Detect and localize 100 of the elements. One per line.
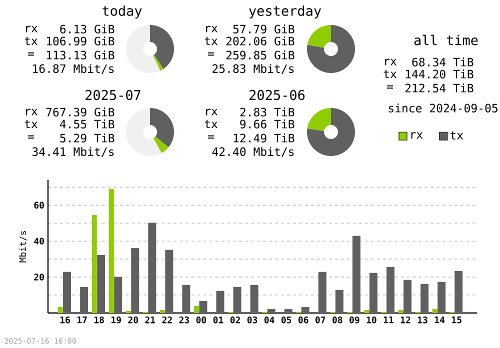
bar	[267, 309, 276, 313]
text: 16.87 Mbit/s	[33, 64, 114, 74]
chart-title: today	[102, 5, 142, 19]
x-tick-label: 15	[452, 316, 462, 324]
text: 202.06 GiB	[226, 36, 294, 46]
x-tick-label: 09	[350, 316, 360, 324]
bar	[148, 222, 156, 313]
text: tx	[204, 120, 218, 128]
text: =	[208, 135, 214, 139]
text: =	[208, 52, 214, 56]
text: 113.13 GiB	[46, 50, 114, 60]
bar	[369, 272, 378, 313]
text: 25.83 Mbit/s	[212, 64, 294, 74]
bar	[160, 310, 165, 313]
text: rx	[385, 58, 397, 66]
text: rx	[206, 26, 218, 32]
bar	[165, 250, 174, 313]
bar	[199, 300, 208, 313]
text: 68.34 TiB	[412, 58, 474, 66]
bar	[352, 236, 360, 313]
x-tick-label: 20	[128, 316, 138, 324]
y-tick-label: 60	[34, 202, 44, 209]
text: 4.55 TiB	[60, 120, 114, 128]
text: 9.66 TiB	[240, 120, 294, 128]
bar	[398, 310, 404, 313]
text: tx	[204, 36, 218, 46]
x-tick-label: 04	[264, 316, 274, 324]
y-tick-label: 20	[34, 274, 44, 280]
bar	[250, 284, 258, 313]
x-tick-label: 07	[316, 316, 326, 324]
chart-title: yesterday	[249, 5, 322, 19]
y-tick-label: 40	[34, 238, 44, 245]
text: all time	[414, 34, 478, 46]
bar	[216, 290, 224, 313]
bar	[318, 272, 326, 313]
bar	[420, 284, 429, 313]
bar	[438, 282, 446, 313]
x-tick-label: 05	[281, 316, 292, 324]
x-tick-label: 23	[179, 316, 190, 324]
x-tick-label: 06	[298, 316, 308, 324]
bar	[194, 306, 200, 313]
legend-label: tx	[450, 131, 464, 140]
text: 12.49 TiB	[234, 134, 294, 142]
text: 34.41 Mbit/s	[32, 147, 114, 157]
bar	[114, 276, 122, 313]
x-tick-label: 17	[77, 316, 87, 324]
legend-label: rx	[411, 132, 423, 139]
bar	[335, 290, 344, 313]
text: 5.29 TiB	[60, 134, 114, 142]
text: 212.54 TiB	[405, 84, 474, 92]
text: 106.99 GiB	[46, 36, 114, 46]
bar	[284, 309, 292, 313]
text: 767.39 GiB	[46, 108, 114, 116]
x-tick-label: 22	[162, 316, 172, 324]
text: 42.40 Mbit/s	[212, 147, 294, 157]
x-tick-label: 14	[434, 316, 445, 324]
bar	[131, 248, 140, 313]
text: 57.79 GiB	[233, 24, 294, 34]
x-tick-label: 13	[418, 316, 428, 324]
bar	[233, 286, 242, 313]
bar	[432, 309, 438, 313]
bar	[63, 272, 72, 313]
bar	[182, 284, 190, 313]
bar	[58, 307, 63, 313]
x-tick-label: 00	[196, 316, 206, 324]
x-tick-label: 19	[112, 316, 121, 324]
x-tick-label: 12	[400, 316, 410, 324]
x-tick-label: 10	[366, 316, 376, 324]
chart-title: 2025-06	[250, 90, 305, 100]
bar	[364, 310, 370, 313]
bar	[97, 254, 106, 313]
x-tick-label: 21	[145, 316, 156, 324]
y-axis-title: Mbit/s	[19, 231, 27, 262]
text: rx	[26, 108, 38, 116]
text: =	[387, 85, 393, 89]
bar	[92, 214, 97, 313]
text: tx	[24, 120, 38, 128]
text: rx	[26, 26, 38, 32]
x-tick-label: 08	[332, 316, 342, 324]
text: tx	[384, 70, 397, 78]
bar	[108, 188, 114, 313]
text: =	[28, 135, 34, 139]
bar	[404, 280, 412, 313]
x-tick-label: 03	[247, 316, 258, 324]
bar	[80, 286, 88, 313]
text: 144.20 TiB	[406, 70, 474, 78]
bar	[454, 270, 463, 313]
text: tx	[24, 36, 38, 46]
text: 2.83 TiB	[240, 108, 294, 116]
text: rx	[206, 108, 218, 116]
text: since 2024-09-05	[388, 104, 498, 112]
bar	[386, 266, 394, 313]
bar	[301, 307, 310, 313]
text: 6.13 GiB	[60, 24, 114, 34]
x-tick-label: 18	[94, 316, 104, 324]
x-tick-label: 02	[230, 316, 240, 324]
chart-title: 2025-07	[86, 90, 140, 100]
x-tick-label: 11	[384, 316, 394, 324]
text: =	[28, 52, 34, 56]
x-tick-label: 01	[213, 316, 224, 324]
